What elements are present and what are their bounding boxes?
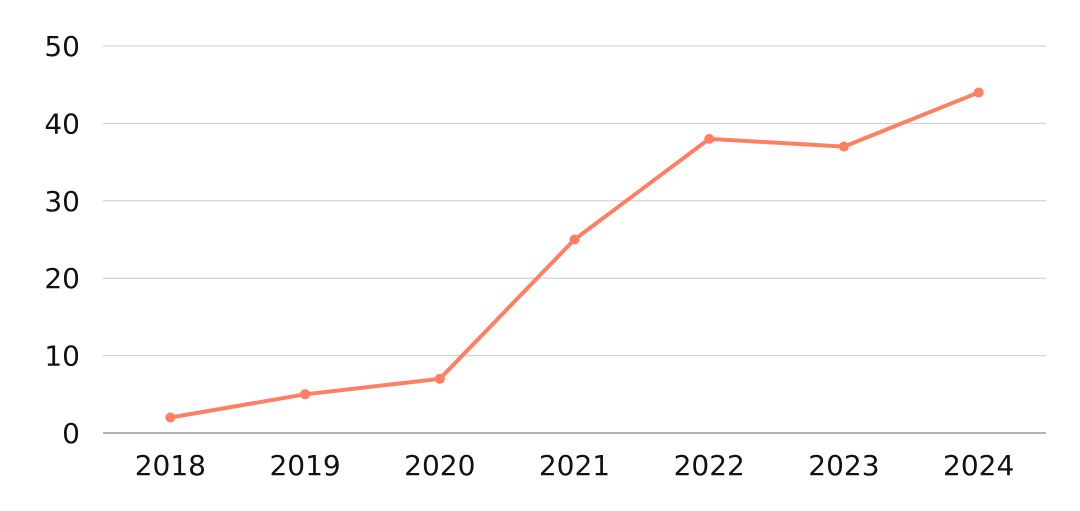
x-tick-label: 2020 bbox=[404, 449, 475, 482]
data-point-2019 bbox=[300, 389, 311, 400]
y-tick-label: 40 bbox=[44, 107, 80, 140]
data-point-2024 bbox=[973, 87, 984, 98]
series-line bbox=[168, 90, 981, 420]
x-tick-label: 2018 bbox=[135, 449, 206, 482]
x-tick-label: 2021 bbox=[539, 449, 610, 482]
y-tick-label: 0 bbox=[62, 417, 80, 450]
y-tick-label: 20 bbox=[44, 262, 80, 295]
y-tick-label: 50 bbox=[44, 30, 80, 63]
y-tick-label: 10 bbox=[44, 340, 80, 373]
y-axis-ticks: 0 10 20 30 40 50 bbox=[44, 30, 80, 450]
x-axis-ticks: 2018 2019 2020 2021 2022 2023 2024 bbox=[135, 449, 1015, 482]
x-tick-label: 2022 bbox=[674, 449, 745, 482]
data-point-2021 bbox=[569, 234, 580, 245]
data-point-2020 bbox=[434, 373, 445, 384]
gridlines bbox=[103, 45, 1046, 434]
x-tick-label: 2019 bbox=[269, 449, 340, 482]
series-group bbox=[165, 87, 984, 423]
x-tick-label: 2023 bbox=[808, 449, 879, 482]
x-tick-label: 2024 bbox=[943, 449, 1014, 482]
data-point-2023 bbox=[838, 141, 849, 152]
data-point-2022 bbox=[704, 133, 715, 144]
data-point-2018 bbox=[165, 412, 176, 423]
y-tick-label: 30 bbox=[44, 185, 80, 218]
